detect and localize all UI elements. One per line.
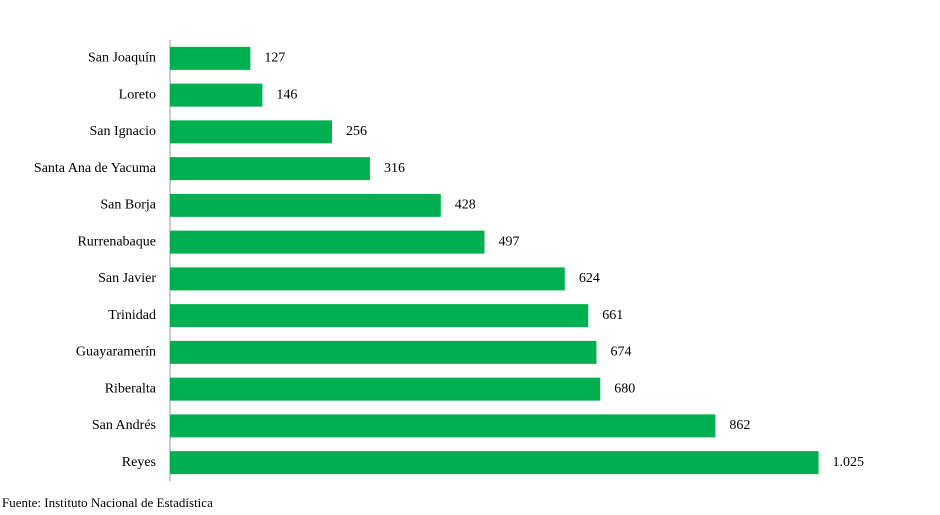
- value-label: 127: [264, 51, 285, 66]
- y-tick-label: Rurrenabaque: [77, 234, 156, 249]
- bar: [170, 451, 819, 475]
- bar: [170, 414, 716, 438]
- bar: [170, 304, 589, 328]
- value-label: 661: [602, 308, 623, 323]
- value-label: 497: [498, 234, 519, 249]
- y-tick-label: Reyes: [122, 455, 156, 470]
- bar: [170, 340, 597, 364]
- y-tick-label: Loreto: [119, 87, 156, 102]
- y-tick-label: San Ignacio: [90, 124, 156, 139]
- value-label: 146: [276, 87, 297, 102]
- bar: [170, 83, 263, 107]
- value-label: 680: [614, 381, 635, 396]
- y-tick-label: Riberalta: [105, 381, 157, 396]
- y-tick-label: Guayaramerín: [76, 345, 156, 360]
- bar: [170, 377, 601, 401]
- bar: [170, 267, 565, 291]
- bar: [170, 120, 332, 144]
- y-tick-label: San Joaquín: [88, 51, 156, 66]
- value-label: 316: [384, 161, 405, 176]
- y-tick-label: Trinidad: [108, 308, 156, 323]
- bar: [170, 46, 251, 70]
- bar: [170, 230, 485, 254]
- value-label: 624: [579, 271, 600, 286]
- source-note: Fuente: Instituto Nacional de Estadístic…: [2, 495, 213, 510]
- y-tick-label: San Andrés: [92, 418, 156, 433]
- y-tick-label: San Javier: [98, 271, 156, 286]
- y-tick-label: San Borja: [100, 198, 156, 213]
- bar: [170, 193, 441, 217]
- value-label: 674: [610, 345, 631, 360]
- bar: [170, 157, 370, 181]
- value-label: 1.025: [833, 455, 865, 470]
- value-label: 256: [346, 124, 367, 139]
- value-label: 428: [455, 198, 476, 213]
- value-label: 862: [729, 418, 750, 433]
- y-tick-label: Santa Ana de Yacuma: [34, 161, 157, 176]
